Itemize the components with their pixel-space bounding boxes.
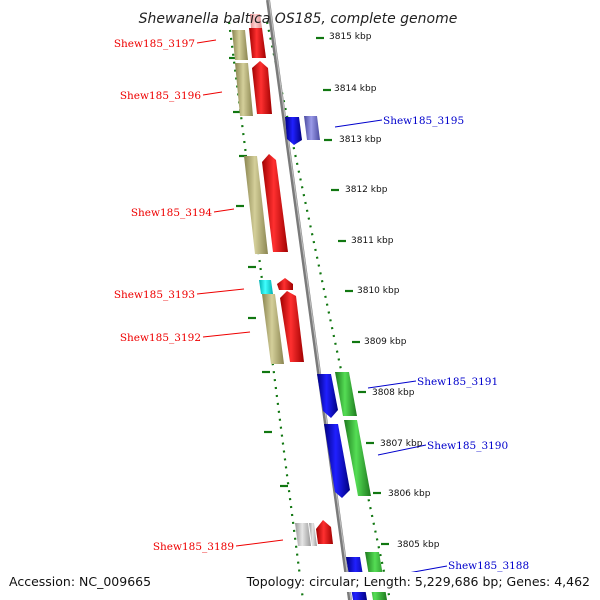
gene-label-shew185-3197[interactable]: Shew185_3197	[114, 38, 195, 50]
cds-arrow-3196	[252, 61, 272, 114]
scale-label: 3809 kbp	[364, 337, 407, 347]
cds-arrow-3193	[277, 278, 293, 290]
feature-green-3190	[344, 420, 371, 496]
gene-label-shew185-3191[interactable]: Shew185_3191	[417, 376, 498, 388]
gene-label-shew185-3193[interactable]: Shew185_3193	[114, 289, 195, 301]
outer-dotted-line-left	[227, 21, 305, 600]
feature-olive-3194	[244, 156, 268, 254]
footer-bg-left	[6, 572, 152, 592]
gene-label-shew185-3189[interactable]: Shew185_3189	[153, 541, 234, 553]
feature-lav-3195	[304, 116, 320, 140]
genome-summary-text: Topology: circular; Length: 5,229,686 bp…	[246, 574, 590, 589]
scale-labels: 3815 kbp 3814 kbp 3813 kbp 3812 kbp 3811…	[329, 32, 440, 550]
cds-arrow-3197	[249, 28, 266, 58]
gene-label-shew185-3195[interactable]: Shew185_3195	[383, 115, 464, 127]
scale-label: 3805 kbp	[397, 540, 440, 550]
genome-backbone-highlight	[268, 0, 352, 600]
feature-cyan-3193	[259, 280, 273, 294]
feature-pink-3197	[250, 14, 262, 28]
footer-bg-right	[258, 572, 594, 592]
scale-label: 3806 kbp	[388, 489, 431, 499]
cds-arrow-3194	[262, 154, 288, 252]
feature-grey2-3189	[309, 523, 317, 546]
accession-text: Accession: NC_009665	[9, 574, 151, 589]
scale-label: 3812 kbp	[345, 185, 388, 195]
gene-label-shew185-3190[interactable]: Shew185_3190	[427, 440, 508, 452]
scale-label: 3810 kbp	[357, 286, 400, 296]
feature-olive-3197	[232, 30, 248, 60]
gene-label-shew185-3192[interactable]: Shew185_3192	[120, 332, 201, 344]
scale-label: 3814 kbp	[334, 84, 377, 94]
cds-arrow-3190	[324, 424, 350, 498]
gene-labels: Shew185_3197 Shew185_3196 Shew185_3195 S…	[114, 38, 529, 572]
scale-label: 3811 kbp	[351, 236, 394, 246]
gene-label-shew185-3188[interactable]: Shew185_3188	[448, 560, 529, 572]
feature-olive-3196	[235, 63, 253, 116]
scale-label: 3813 kbp	[339, 135, 382, 145]
map-title: Shewanella baltica OS185, complete genom…	[139, 11, 458, 27]
cds-arrow-3191	[317, 374, 338, 418]
cds-arrow-3189	[316, 520, 333, 544]
scale-label: 3807 kbp	[380, 439, 423, 449]
cds-arrow-3195	[285, 117, 302, 145]
gene-label-shew185-3194[interactable]: Shew185_3194	[131, 207, 212, 219]
genome-backbone	[266, 0, 352, 600]
scale-ticks	[316, 36, 389, 546]
cds-arrow-3192	[280, 291, 304, 362]
minus-strand-features	[232, 14, 333, 546]
feature-olive-3192	[262, 294, 284, 364]
scale-label: 3815 kbp	[329, 32, 372, 42]
gene-label-shew185-3196[interactable]: Shew185_3196	[120, 90, 201, 102]
feature-green-3191	[335, 372, 357, 416]
scale-label: 3808 kbp	[372, 388, 415, 398]
feature-grey-3189	[295, 523, 311, 546]
label-leaders	[196, 39, 448, 576]
left-ticks	[229, 56, 288, 488]
